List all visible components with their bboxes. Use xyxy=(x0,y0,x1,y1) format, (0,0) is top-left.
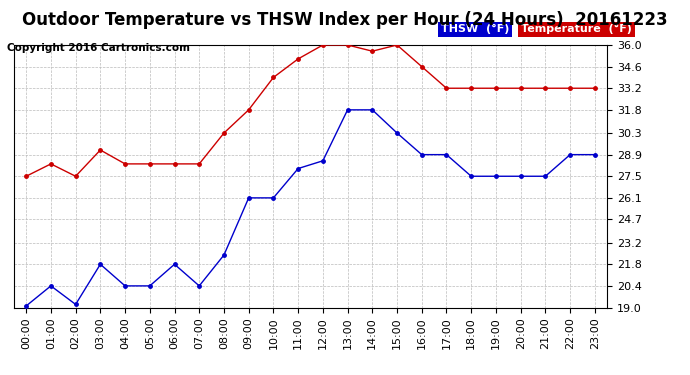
Text: Copyright 2016 Cartronics.com: Copyright 2016 Cartronics.com xyxy=(7,43,190,53)
Text: Temperature  (°F): Temperature (°F) xyxy=(521,24,632,34)
Text: Outdoor Temperature vs THSW Index per Hour (24 Hours)  20161223: Outdoor Temperature vs THSW Index per Ho… xyxy=(22,11,668,29)
Text: THSW  (°F): THSW (°F) xyxy=(441,24,509,34)
